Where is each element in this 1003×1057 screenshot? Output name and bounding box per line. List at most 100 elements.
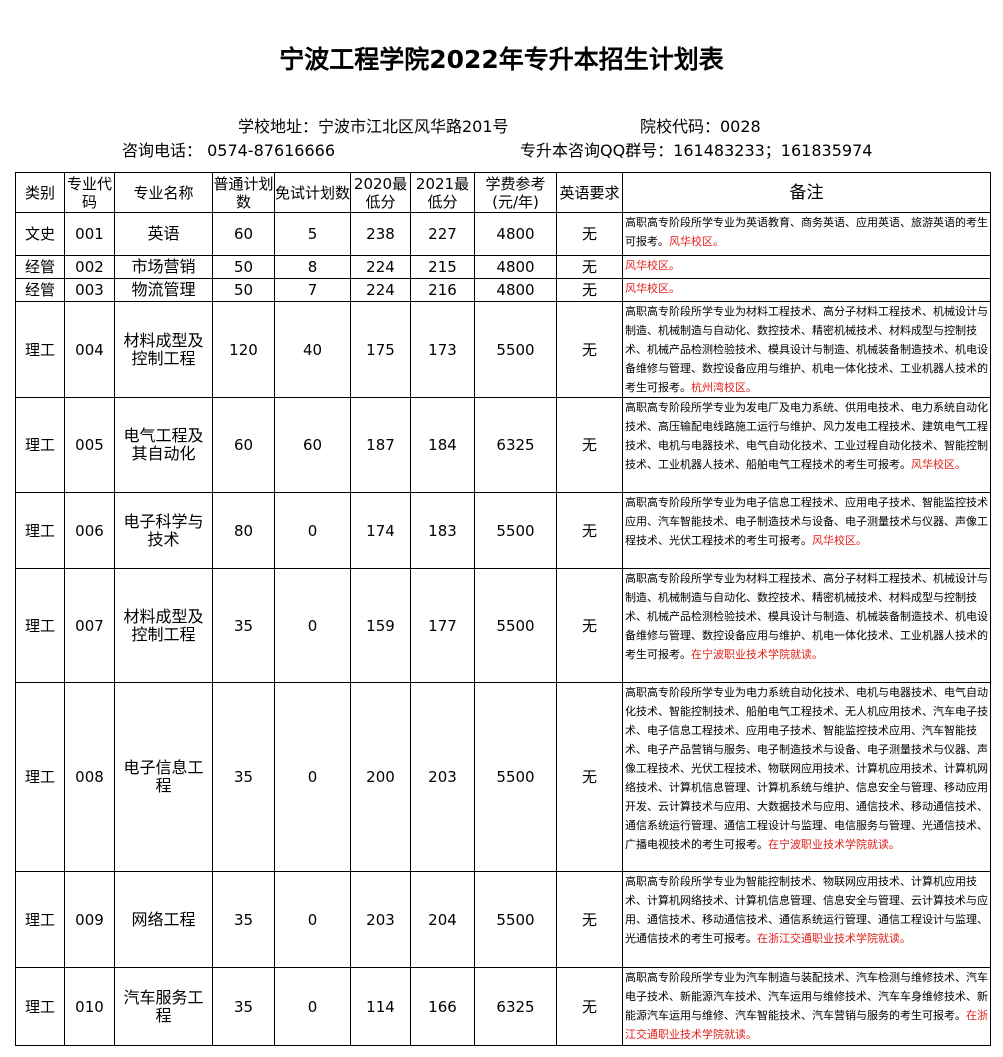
header-2020: 2020最低分	[350, 172, 411, 213]
remark-text: 高职高专阶段所学专业为智能控制技术、物联网应用技术、计算机应用技术、计算机网络技…	[625, 875, 988, 945]
cell-category: 理工	[15, 492, 65, 569]
cell-name: 物流管理	[114, 278, 213, 302]
cell-score-2021: 166	[410, 967, 475, 1046]
header-row: 类别 专业代码 专业名称 普通计划数 免试计划数 2020最低分 2021最低分…	[15, 172, 991, 213]
cell-category: 经管	[15, 255, 65, 279]
cell-exempt: 0	[274, 492, 351, 569]
cell-plan: 50	[212, 255, 275, 279]
cell-plan: 35	[212, 967, 275, 1046]
cell-fee: 6325	[474, 967, 557, 1046]
cell-remark: 高职高专阶段所学专业为智能控制技术、物联网应用技术、计算机应用技术、计算机网络技…	[622, 871, 991, 968]
cell-plan: 120	[212, 301, 275, 398]
cell-english: 无	[556, 568, 623, 683]
cell-category: 理工	[15, 967, 65, 1046]
cell-exempt: 5	[274, 212, 351, 256]
cell-score-2021: 227	[410, 212, 475, 256]
cell-remark: 风华校区。	[622, 255, 991, 279]
cell-exempt: 60	[274, 397, 351, 493]
cell-code: 009	[64, 871, 115, 968]
cell-remark: 高职高专阶段所学专业为发电厂及电力系统、供用电技术、电力系统自动化技术、高压输配…	[622, 397, 991, 493]
remark-campus: 在浙江交通职业技术学院就读。	[625, 1009, 988, 1041]
remark-campus: 杭州湾校区。	[691, 381, 757, 394]
cell-name: 电气工程及其自动化	[114, 397, 213, 493]
cell-remark: 高职高专阶段所学专业为材料工程技术、高分子材料工程技术、机械设计与制造、机械制造…	[622, 301, 991, 398]
cell-remark: 高职高专阶段所学专业为电力系统自动化技术、电机与电器技术、电气自动化技术、智能控…	[622, 682, 991, 872]
cell-score-2020: 174	[350, 492, 411, 569]
cell-remark: 高职高专阶段所学专业为材料工程技术、高分子材料工程技术、机械设计与制造、机械制造…	[622, 568, 991, 683]
remark-campus: 风华校区。	[911, 458, 966, 471]
cell-english: 无	[556, 682, 623, 872]
cell-score-2020: 203	[350, 871, 411, 968]
cell-remark: 高职高专阶段所学专业为英语教育、商务英语、应用英语、旅游英语的考生可报考。风华校…	[622, 212, 991, 256]
cell-fee: 6325	[474, 397, 557, 493]
table-row: 理工 010 汽车服务工程 35 0 114 166 6325 无高职高专阶段所学专业为汽车制造…	[15, 967, 991, 1046]
cell-plan: 50	[212, 278, 275, 302]
cell-fee: 5500	[474, 301, 557, 398]
cell-english: 无	[556, 278, 623, 302]
cell-name: 材料成型及控制工程	[114, 568, 213, 683]
header-code: 专业代码	[64, 172, 115, 213]
cell-fee: 4800	[474, 278, 557, 302]
cell-exempt: 40	[274, 301, 351, 398]
consult-phone: 咨询电话： 0574-87616666	[122, 141, 336, 160]
cell-plan: 60	[212, 212, 275, 256]
cell-code: 003	[64, 278, 115, 302]
cell-remark: 高职高专阶段所学专业为汽车制造与装配技术、汽车检测与维修技术、汽车电子技术、新能…	[622, 967, 991, 1046]
header-2021: 2021最低分	[410, 172, 475, 213]
table-row: 经管 002 市场营销 50 8 224 215 4800 无风华校区。	[15, 255, 991, 279]
cell-name: 汽车服务工程	[114, 967, 213, 1046]
cell-score-2020: 175	[350, 301, 411, 398]
cell-fee: 4800	[474, 255, 557, 279]
cell-plan: 60	[212, 397, 275, 493]
cell-english: 无	[556, 492, 623, 569]
cell-score-2020: 159	[350, 568, 411, 683]
consult-qq: 专升本咨询QQ群号：161483233；161835974	[520, 141, 873, 160]
remark-text: 高职高专阶段所学专业为材料工程技术、高分子材料工程技术、机械设计与制造、机械制造…	[625, 572, 988, 661]
cell-exempt: 8	[274, 255, 351, 279]
cell-english: 无	[556, 212, 623, 256]
cell-name: 电子信息工程	[114, 682, 213, 872]
cell-code: 008	[64, 682, 115, 872]
page-title: 宁波工程学院2022年专升本招生计划表	[279, 45, 724, 74]
cell-score-2021: 215	[410, 255, 475, 279]
cell-score-2021: 216	[410, 278, 475, 302]
cell-category: 理工	[15, 682, 65, 872]
remark-text: 高职高专阶段所学专业为电力系统自动化技术、电机与电器技术、电气自动化技术、智能控…	[625, 686, 988, 851]
cell-score-2021: 204	[410, 871, 475, 968]
cell-code: 006	[64, 492, 115, 569]
cell-fee: 5500	[474, 492, 557, 569]
cell-fee: 5500	[474, 568, 557, 683]
cell-english: 无	[556, 301, 623, 398]
cell-remark: 高职高专阶段所学专业为电子信息工程技术、应用电子技术、智能监控技术应用、汽车智能…	[622, 492, 991, 569]
remark-text: 高职高专阶段所学专业为电子信息工程技术、应用电子技术、智能监控技术应用、汽车智能…	[625, 496, 988, 547]
cell-category: 文史	[15, 212, 65, 256]
cell-fee: 5500	[474, 871, 557, 968]
cell-plan: 80	[212, 492, 275, 569]
header-exempt: 免试计划数	[274, 172, 351, 213]
cell-english: 无	[556, 397, 623, 493]
cell-score-2021: 177	[410, 568, 475, 683]
cell-exempt: 7	[274, 278, 351, 302]
cell-score-2021: 184	[410, 397, 475, 493]
cell-score-2020: 224	[350, 255, 411, 279]
cell-name: 材料成型及控制工程	[114, 301, 213, 398]
header-category: 类别	[15, 172, 65, 213]
remark-text: 高职高专阶段所学专业为汽车制造与装配技术、汽车检测与维修技术、汽车电子技术、新能…	[625, 971, 988, 1022]
cell-english: 无	[556, 967, 623, 1046]
cell-name: 网络工程	[114, 871, 213, 968]
cell-code: 002	[64, 255, 115, 279]
header-name: 专业名称	[114, 172, 213, 213]
table-row: 理工 009 网络工程 35 0 203 204 5500 无高职高专阶段所学专业为智能控制技术…	[15, 871, 991, 968]
cell-fee: 4800	[474, 212, 557, 256]
remark-campus: 风华校区。	[669, 235, 724, 248]
table-row: 文史 001 英语 60 5 238 227 4800 无高职高专阶段所学专业为英语教育、商务英…	[15, 212, 991, 256]
cell-name: 市场营销	[114, 255, 213, 279]
cell-category: 理工	[15, 871, 65, 968]
header-plan: 普通计划数	[212, 172, 275, 213]
cell-exempt: 0	[274, 568, 351, 683]
table-row: 理工 004 材料成型及控制工程 120 40 175 173 5500 无高职高专阶段所学专业…	[15, 301, 991, 398]
school-address: 学校地址：宁波市江北区风华路201号	[238, 117, 509, 136]
cell-english: 无	[556, 871, 623, 968]
cell-plan: 35	[212, 871, 275, 968]
cell-score-2020: 114	[350, 967, 411, 1046]
